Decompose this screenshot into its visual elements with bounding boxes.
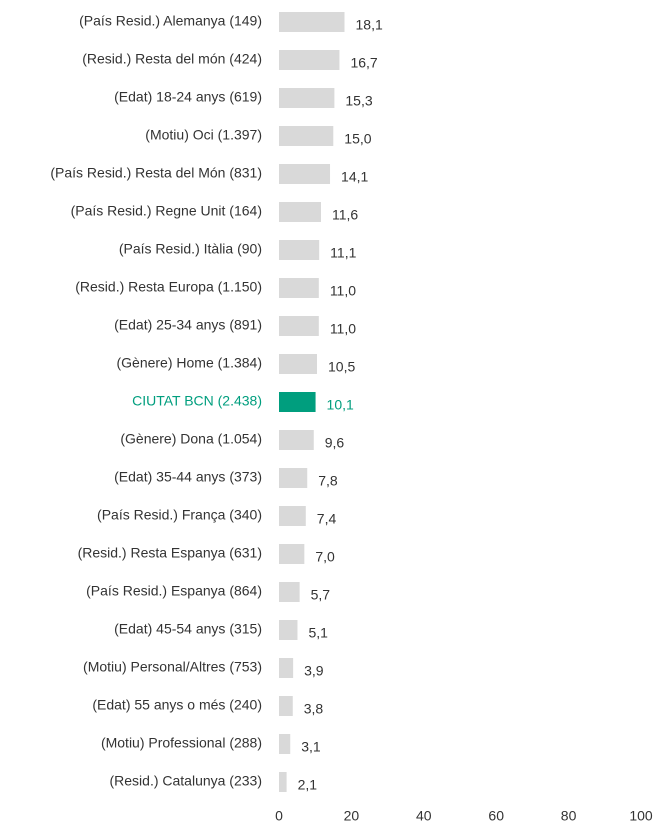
value-label: 5,1	[308, 625, 328, 641]
category-label: (Resid.) Resta del món (424)	[82, 51, 262, 67]
bar	[279, 88, 335, 108]
category-label: (Gènere) Dona (1.054)	[120, 431, 262, 447]
bar	[279, 392, 316, 412]
category-label: (Motiu) Oci (1.397)	[145, 127, 262, 143]
bar	[279, 544, 305, 564]
value-label: 7,8	[318, 473, 338, 489]
category-label: (Edat) 55 anys o més (240)	[92, 697, 262, 713]
value-label: 15,3	[345, 93, 372, 109]
x-tick-label: 20	[344, 808, 360, 824]
value-label: 7,4	[317, 511, 337, 527]
value-label: 11,1	[330, 245, 356, 261]
category-label: (Resid.) Resta Espanya (631)	[78, 545, 262, 561]
value-label: 11,0	[330, 283, 356, 299]
value-label: 11,0	[330, 321, 356, 337]
category-label: CIUTAT BCN (2.438)	[132, 393, 262, 409]
value-label: 11,6	[332, 207, 358, 223]
category-label: (País Resid.) França (340)	[97, 507, 262, 523]
bar	[279, 696, 293, 716]
bar	[279, 12, 345, 32]
bar	[279, 278, 319, 298]
bar	[279, 354, 318, 374]
value-label: 3,8	[304, 701, 324, 717]
bar	[279, 240, 320, 260]
category-label: (País Resid.) Itàlia (90)	[119, 241, 262, 257]
category-label: (Edat) 18-24 anys (619)	[114, 89, 262, 105]
bar	[279, 50, 340, 70]
value-label: 10,5	[328, 359, 355, 375]
category-label: (Resid.) Resta Europa (1.150)	[75, 279, 262, 295]
value-label: 3,9	[304, 663, 324, 679]
category-label: (Gènere) Home (1.384)	[116, 355, 262, 371]
value-label: 7,0	[315, 549, 335, 565]
bar	[279, 772, 287, 792]
category-label: (País Resid.) Resta del Món (831)	[50, 165, 262, 181]
bar	[279, 658, 294, 678]
bar	[279, 468, 308, 488]
value-label: 15,0	[344, 131, 371, 147]
bar	[279, 620, 298, 640]
x-tick-label: 80	[561, 808, 577, 824]
category-label: (Motiu) Personal/Altres (753)	[83, 659, 262, 675]
value-label: 9,6	[325, 435, 345, 451]
bar	[279, 734, 291, 754]
x-tick-label: 0	[275, 808, 283, 824]
category-label: (País Resid.) Espanya (864)	[86, 583, 262, 599]
bar	[279, 582, 300, 602]
x-tick-label: 40	[416, 808, 432, 824]
category-label: (Resid.) Catalunya (233)	[109, 773, 262, 789]
bar	[279, 506, 306, 526]
value-label: 10,1	[327, 397, 354, 413]
bar	[279, 164, 331, 184]
bar	[279, 316, 319, 336]
x-tick-label: 60	[488, 808, 504, 824]
value-label: 18,1	[356, 17, 383, 33]
value-label: 14,1	[341, 169, 368, 185]
bar	[279, 202, 321, 222]
category-label: (Motiu) Professional (288)	[101, 735, 262, 751]
bar	[279, 430, 314, 450]
category-label: (Edat) 35-44 anys (373)	[114, 469, 262, 485]
value-label: 2,1	[298, 777, 318, 793]
category-label: (Edat) 25-34 anys (891)	[114, 317, 262, 333]
value-label: 3,1	[301, 739, 321, 755]
x-tick-label: 100	[629, 808, 653, 824]
category-label: (País Resid.) Regne Unit (164)	[71, 203, 262, 219]
category-label: (Edat) 45-54 anys (315)	[114, 621, 262, 637]
bar	[279, 126, 334, 146]
value-label: 5,7	[311, 587, 331, 603]
category-label: (País Resid.) Alemanya (149)	[79, 13, 262, 29]
value-label: 16,7	[350, 55, 377, 71]
